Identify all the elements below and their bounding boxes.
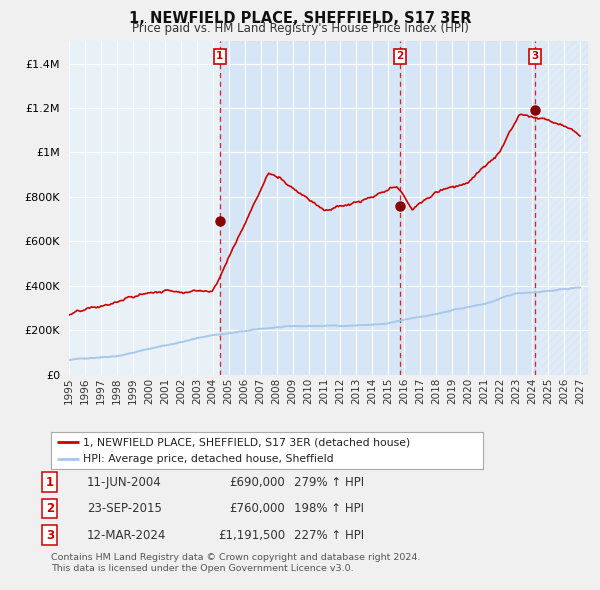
Text: 1: 1 xyxy=(216,51,223,61)
Text: 2003: 2003 xyxy=(192,378,202,404)
Text: 2022: 2022 xyxy=(495,378,505,404)
Text: 2011: 2011 xyxy=(320,378,329,404)
Text: 2020: 2020 xyxy=(463,378,473,404)
Text: 1997: 1997 xyxy=(96,378,106,404)
Text: 2023: 2023 xyxy=(511,378,521,404)
Text: 2017: 2017 xyxy=(415,378,425,404)
Text: 198% ↑ HPI: 198% ↑ HPI xyxy=(294,502,364,515)
Text: £1,191,500: £1,191,500 xyxy=(218,529,285,542)
Text: 2001: 2001 xyxy=(160,378,170,404)
Text: 2006: 2006 xyxy=(239,378,250,404)
Text: 2021: 2021 xyxy=(479,378,489,404)
Text: 2024: 2024 xyxy=(527,378,537,404)
Text: Contains HM Land Registry data © Crown copyright and database right 2024.
This d: Contains HM Land Registry data © Crown c… xyxy=(51,553,421,573)
Text: 2026: 2026 xyxy=(559,378,569,404)
Text: 3: 3 xyxy=(532,51,539,61)
Text: 2015: 2015 xyxy=(383,378,394,404)
Text: 2000: 2000 xyxy=(144,378,154,404)
Text: 2009: 2009 xyxy=(287,378,298,404)
Text: 2: 2 xyxy=(46,502,54,515)
Text: 2012: 2012 xyxy=(335,378,346,404)
Text: 2010: 2010 xyxy=(304,378,314,404)
Text: 2013: 2013 xyxy=(352,378,361,404)
Text: 2014: 2014 xyxy=(367,378,377,404)
Bar xyxy=(400,41,535,375)
Text: 2027: 2027 xyxy=(575,378,585,404)
Text: 2005: 2005 xyxy=(224,378,233,404)
Text: Price paid vs. HM Land Registry's House Price Index (HPI): Price paid vs. HM Land Registry's House … xyxy=(131,22,469,35)
Text: 1996: 1996 xyxy=(80,378,90,404)
Text: 3: 3 xyxy=(46,529,54,542)
Text: 1, NEWFIELD PLACE, SHEFFIELD, S17 3ER: 1, NEWFIELD PLACE, SHEFFIELD, S17 3ER xyxy=(129,11,471,25)
Text: 2: 2 xyxy=(397,51,404,61)
Text: 2008: 2008 xyxy=(272,378,281,404)
Bar xyxy=(535,41,588,375)
Text: 2019: 2019 xyxy=(447,378,457,404)
Text: 1998: 1998 xyxy=(112,378,122,404)
Text: 2018: 2018 xyxy=(431,378,441,404)
Text: 1999: 1999 xyxy=(128,378,138,404)
Text: £760,000: £760,000 xyxy=(229,502,285,515)
Text: 23-SEP-2015: 23-SEP-2015 xyxy=(87,502,162,515)
Text: 1, NEWFIELD PLACE, SHEFFIELD, S17 3ER (detached house): 1, NEWFIELD PLACE, SHEFFIELD, S17 3ER (d… xyxy=(83,437,410,447)
Text: 2002: 2002 xyxy=(176,378,186,404)
Text: 279% ↑ HPI: 279% ↑ HPI xyxy=(294,476,364,489)
Text: 2007: 2007 xyxy=(256,378,266,404)
Text: 1995: 1995 xyxy=(64,378,74,404)
Bar xyxy=(220,41,400,375)
Text: 1: 1 xyxy=(46,476,54,489)
Text: HPI: Average price, detached house, Sheffield: HPI: Average price, detached house, Shef… xyxy=(83,454,334,464)
Text: £690,000: £690,000 xyxy=(229,476,285,489)
Text: 227% ↑ HPI: 227% ↑ HPI xyxy=(294,529,364,542)
Text: 12-MAR-2024: 12-MAR-2024 xyxy=(87,529,166,542)
Text: 2025: 2025 xyxy=(543,378,553,404)
Text: 2004: 2004 xyxy=(208,378,218,404)
Text: 2016: 2016 xyxy=(400,378,409,404)
Text: 11-JUN-2004: 11-JUN-2004 xyxy=(87,476,162,489)
